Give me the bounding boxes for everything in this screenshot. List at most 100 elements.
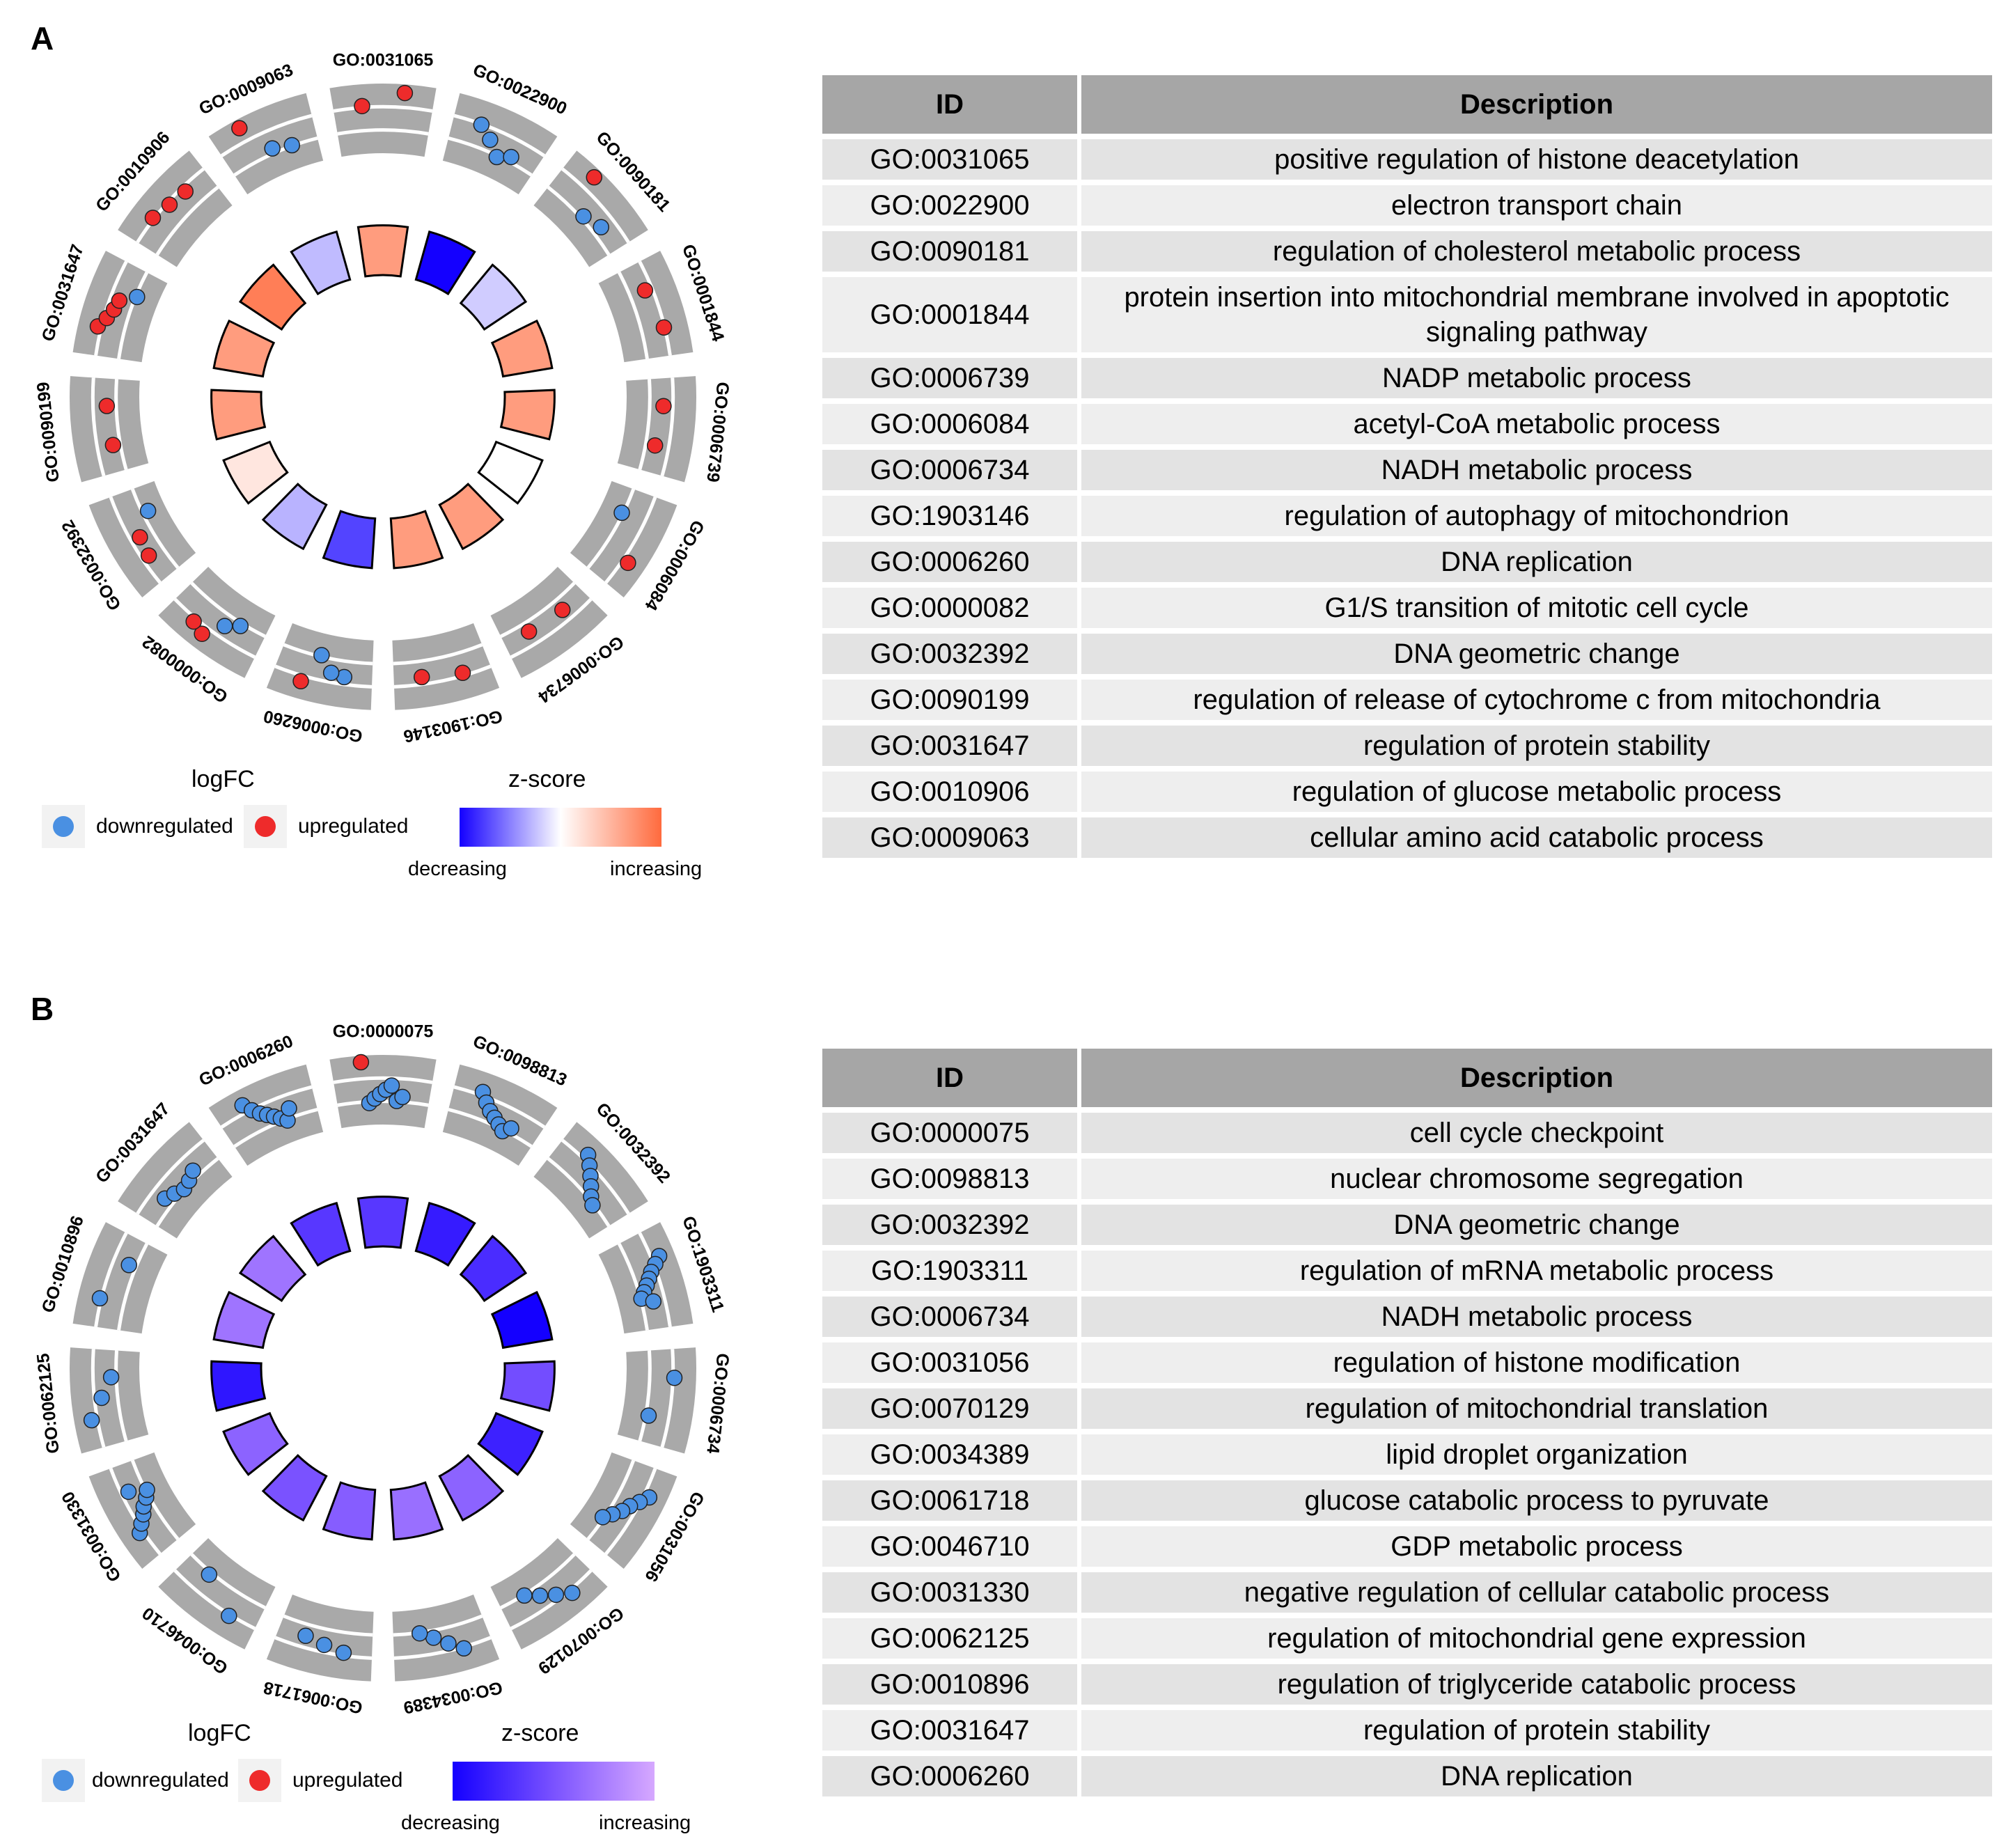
table-cell-go-id: GO:0010896 — [822, 1664, 1081, 1705]
table-row: GO:0010906 regulation of glucose metaboli… — [822, 772, 1992, 812]
table-cell-description: acetyl-CoA metabolic process — [1081, 404, 1992, 444]
legend-label-downregulated: downregulated — [96, 815, 233, 838]
track-gridline — [638, 1350, 652, 1442]
table-header-id: ID — [822, 75, 1081, 134]
zscore-high-label: increasing — [610, 858, 703, 880]
track-gridline — [333, 104, 433, 113]
downregulated-dot-icon — [53, 1770, 74, 1791]
zscore-bar-GO:0006260 — [322, 510, 377, 570]
table-cell-go-id: GO:0090199 — [822, 680, 1081, 720]
gene-point-down — [488, 148, 506, 166]
zscore-bar-GO:0031330 — [222, 1411, 289, 1476]
track-gridline — [155, 185, 219, 256]
track-gridline — [393, 664, 492, 689]
panel-b-logfc-legend: logFC downregulated upregulated — [42, 1720, 402, 1817]
table-cell-go-id: GO:0034389 — [822, 1434, 1081, 1475]
table-row: GO:0000075 cell cycle checkpoint — [822, 1113, 1992, 1153]
table-row: GO:0098813 nuclear chromosome segregation — [822, 1159, 1992, 1199]
logfc-track-GO:0090199 — [70, 376, 149, 483]
term-label: GO:0031065 — [333, 51, 434, 70]
term-label: GO:1903146 — [402, 706, 504, 746]
logfc-track-GO:0022900 — [442, 93, 558, 195]
track-gridline — [274, 664, 373, 689]
table-cell-go-id: GO:0070129 — [822, 1388, 1081, 1429]
gene-point-up — [161, 196, 178, 213]
table-cell-description: DNA replication — [1081, 1756, 1992, 1796]
track-gridline — [638, 260, 672, 356]
zscore-bar-GO:0090199 — [210, 389, 267, 441]
table-cell-go-id: GO:0006734 — [822, 1297, 1081, 1337]
table-cell-description: NADH metabolic process — [1081, 450, 1992, 490]
table-row: GO:0090199 regulation of release of cytoc… — [822, 680, 1992, 720]
gene-point-down — [455, 1640, 472, 1657]
gene-point-down — [93, 1389, 110, 1407]
term-label: GO:0062125 — [33, 1352, 63, 1455]
table-cell-go-id: GO:0000082 — [822, 588, 1081, 628]
table-cell-go-id: GO:0032392 — [822, 1205, 1081, 1245]
zscore-legend-title: z-score — [501, 1720, 579, 1746]
logfc-track-GO:0031647 — [118, 1122, 233, 1239]
table-cell-go-id: GO:0000075 — [822, 1113, 1081, 1153]
panel-b-zscore-legend: z-score decreasing increasing — [397, 1720, 703, 1845]
table-cell-description: regulation of protein stability — [1081, 726, 1992, 766]
gene-point-up — [98, 398, 116, 414]
gene-point-down — [503, 1120, 519, 1137]
zscore-bar-GO:0062125 — [210, 1360, 267, 1412]
track-gridline — [510, 1569, 593, 1631]
track-gridline — [283, 1614, 373, 1637]
table-cell-description: electron transport chain — [1081, 185, 1992, 226]
table-cell-description: positive regulation of histone deacetyla… — [1081, 139, 1992, 180]
table-row: GO:0090181 regulation of cholesterol meta… — [822, 231, 1992, 272]
term-label: GO:0006260 — [262, 706, 364, 746]
gene-point-up — [413, 668, 430, 686]
table-row: GO:0032392 DNA geometric change — [822, 1205, 1992, 1245]
gene-point-down — [594, 1509, 611, 1526]
zscore-bar-GO:0006084 — [477, 440, 544, 505]
gene-point-up — [140, 547, 157, 564]
gene-point-down — [102, 1369, 120, 1386]
track-gridline — [453, 1085, 546, 1129]
gene-point-down — [232, 618, 249, 634]
table-cell-go-id: GO:0032392 — [822, 634, 1081, 674]
track-gridline — [114, 379, 128, 471]
zscore-low-label: decreasing — [401, 1812, 500, 1834]
zscore-bar-GO:0009063 — [290, 230, 352, 296]
gene-point-down — [394, 1088, 411, 1106]
gene-point-up — [185, 613, 202, 630]
zscore-bar-GO:0000075 — [357, 1196, 409, 1249]
upregulated-dot-icon — [249, 1770, 270, 1791]
gene-point-down — [613, 504, 630, 522]
legend-key-upregulated — [238, 1759, 281, 1802]
panel-a-circular-goplot: GO:0031065 GO:0022900GO:0090181GO:0001844… — [33, 51, 733, 746]
logfc-track-GO:0006734 — [490, 567, 608, 678]
gene-point-up — [132, 528, 148, 546]
table-cell-description: nuclear chromosome segregation — [1081, 1159, 1992, 1199]
gene-point-down — [216, 618, 233, 634]
zscore-bar-GO:0006734 — [499, 1360, 556, 1412]
panel-a-letter: A — [31, 20, 54, 56]
table-cell-go-id: GO:0031065 — [822, 139, 1081, 180]
table-cell-description: lipid droplet organization — [1081, 1434, 1992, 1475]
track-gridline — [190, 581, 266, 639]
zscore-colorbar — [453, 1762, 655, 1801]
term-label: GO:0006739 — [703, 381, 733, 483]
table-row: GO:1903311 regulation of mRNA metabolic p… — [822, 1251, 1992, 1291]
gene-point-up — [104, 437, 122, 453]
gene-point-up — [177, 183, 194, 200]
table-cell-go-id: GO:0022900 — [822, 185, 1081, 226]
legend-key-upregulated — [244, 805, 287, 848]
logfc-legend-title: logFC — [188, 1720, 251, 1746]
gene-point-down — [139, 1481, 155, 1498]
gene-point-down — [383, 1077, 400, 1094]
zscore-bar-GO:0031056 — [477, 1411, 544, 1476]
downregulated-dot-icon — [53, 816, 74, 837]
table-row: GO:0006084 acetyl-CoA metabolic process — [822, 404, 1992, 444]
gene-point-down — [411, 1624, 428, 1642]
logfc-track-GO:1903146 — [392, 622, 500, 710]
table-row: GO:0031647 regulation of protein stabilit… — [822, 726, 1992, 766]
gene-point-down — [120, 1483, 137, 1501]
track-gridline — [510, 597, 593, 659]
track-gridline — [586, 488, 636, 569]
track-gridline — [190, 1553, 266, 1610]
table-header-description: Description — [1081, 75, 1992, 134]
